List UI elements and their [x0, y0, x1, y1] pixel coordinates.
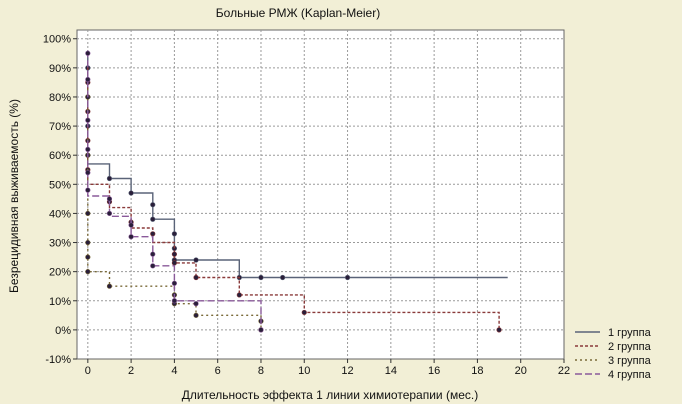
- x-tick-label: 18: [471, 365, 483, 377]
- x-axis-label: Длительность эффекта 1 линии химиотерапи…: [182, 388, 478, 402]
- censor-marker: [496, 327, 502, 333]
- y-tick-label: 20%: [49, 267, 71, 279]
- x-tick-label: 22: [558, 365, 570, 377]
- x-tick-label: 4: [171, 365, 177, 377]
- censor-marker: [85, 50, 91, 56]
- y-tick-label: 80%: [49, 92, 71, 104]
- x-tick-label: 2: [128, 365, 134, 377]
- censor-marker: [193, 257, 199, 263]
- y-axis-ticks: -10% 0% 10% 20% 30% 40% 50% 60% 70% 80% 90% 100%: [43, 34, 77, 366]
- censor-marker: [344, 274, 351, 281]
- censor-marker: [106, 210, 113, 217]
- x-tick-label: 0: [85, 365, 91, 377]
- series-4: [85, 50, 264, 333]
- x-tick-label: 6: [215, 365, 221, 377]
- y-tick-label: 60%: [49, 150, 71, 162]
- censor-marker: [85, 170, 91, 176]
- y-tick-label: 50%: [49, 179, 71, 191]
- y-tick-label: 10%: [49, 296, 71, 308]
- censor-marker: [106, 283, 113, 289]
- censor-marker: [280, 274, 286, 281]
- x-tick-label: 14: [385, 365, 397, 377]
- series-line-4: [87, 50, 262, 330]
- y-tick-label: -10%: [45, 354, 71, 366]
- censor-marker: [128, 222, 134, 228]
- censor-marker: [150, 202, 156, 208]
- censor-marker: [193, 312, 199, 318]
- plot-area: [76, 29, 565, 360]
- censor-marker: [85, 239, 91, 246]
- x-tick-label: 20: [515, 365, 527, 377]
- censor-marker: [85, 117, 91, 123]
- censor-marker: [193, 274, 199, 281]
- censor-marker: [85, 187, 91, 193]
- censor-marker: [85, 76, 91, 83]
- censor-marker: [193, 301, 199, 307]
- censor-marker: [301, 309, 307, 316]
- censor-marker: [150, 263, 156, 269]
- series-line-1: [87, 53, 508, 279]
- y-tick-label: 0%: [55, 325, 71, 337]
- censor-marker: [171, 280, 177, 286]
- y-tick-label: 100%: [43, 34, 71, 46]
- censor-marker: [85, 269, 91, 275]
- legend-label-3: 3 группа: [608, 355, 652, 367]
- legend-label-4: 4 группа: [608, 369, 652, 381]
- y-tick-label: 40%: [49, 208, 71, 220]
- censor-marker: [171, 251, 177, 257]
- censor-marker: [85, 146, 91, 152]
- legend: 1 группа 2 группа 3 группа 4 группа: [575, 327, 652, 381]
- x-tick-label: 16: [428, 365, 440, 377]
- series-layer: [85, 50, 508, 333]
- y-axis-label: Безрецидивная выживаемость (%): [7, 99, 21, 293]
- grid-lines: [77, 30, 564, 359]
- x-tick-label: 10: [298, 365, 310, 377]
- censor-marker: [85, 254, 91, 260]
- y-tick-label: 30%: [49, 238, 71, 250]
- x-tick-label: 8: [258, 365, 264, 377]
- censor-marker: [85, 210, 91, 217]
- censor-marker: [106, 175, 113, 182]
- x-tick-label: 12: [341, 365, 353, 377]
- series-1: [85, 53, 508, 281]
- censor-marker: [258, 327, 264, 333]
- legend-label-2: 2 группа: [608, 341, 652, 353]
- legend-label-1: 1 группа: [608, 327, 652, 339]
- censor-marker: [171, 298, 177, 304]
- x-axis-ticks: 0 2 4 6 8 10 12 14 16 18 20 22: [85, 359, 570, 377]
- y-tick-label: 90%: [49, 63, 71, 75]
- censor-marker: [128, 234, 134, 240]
- censor-marker: [171, 231, 177, 237]
- y-tick-label: 70%: [49, 121, 71, 133]
- censor-marker: [171, 260, 177, 266]
- censor-marker: [236, 292, 242, 298]
- censor-marker: [128, 190, 134, 196]
- censor-marker: [258, 274, 264, 281]
- censor-marker: [106, 196, 113, 202]
- censor-marker: [150, 231, 156, 237]
- censor-marker: [150, 216, 156, 222]
- censor-marker: [150, 251, 156, 257]
- chart-title: Больные РМЖ (Kaplan-Meier): [216, 6, 380, 20]
